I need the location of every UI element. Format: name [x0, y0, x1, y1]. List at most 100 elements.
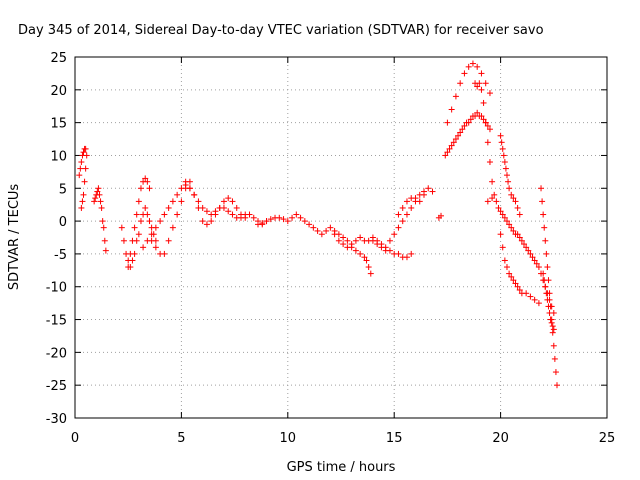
data-point	[280, 216, 287, 223]
data-point	[521, 241, 528, 248]
data-point	[374, 241, 381, 248]
data-point	[493, 198, 500, 205]
data-point	[135, 231, 142, 238]
data-point	[242, 214, 249, 221]
data-point	[363, 257, 370, 264]
data-point	[549, 329, 556, 336]
data-point	[216, 204, 223, 211]
data-point	[78, 159, 85, 166]
data-point	[508, 273, 515, 280]
data-point	[543, 290, 550, 297]
data-point	[174, 191, 181, 198]
data-point	[259, 220, 266, 227]
data-point	[552, 369, 559, 376]
data-point	[250, 214, 257, 221]
data-point	[125, 264, 132, 271]
data-point	[499, 211, 506, 218]
data-point	[301, 218, 308, 225]
data-point	[92, 195, 99, 202]
data-point	[491, 191, 498, 198]
data-point	[547, 316, 554, 323]
data-point	[208, 218, 215, 225]
data-point	[237, 211, 244, 218]
data-point	[525, 247, 532, 254]
data-point	[503, 218, 510, 225]
data-point	[157, 218, 164, 225]
data-point	[535, 300, 542, 307]
data-point	[289, 214, 296, 221]
data-point	[543, 250, 550, 257]
data-point	[535, 264, 542, 271]
data-point	[482, 119, 489, 126]
y-axis-label: SDTVAR / TECUs	[7, 184, 22, 291]
data-point	[395, 211, 402, 218]
data-point	[82, 145, 89, 152]
data-point	[501, 159, 508, 166]
data-point	[144, 211, 151, 218]
data-point	[495, 204, 502, 211]
data-point	[425, 185, 432, 192]
data-point	[549, 323, 556, 330]
data-point	[550, 326, 557, 333]
data-point	[505, 178, 512, 185]
data-point	[340, 234, 347, 241]
data-point	[357, 234, 364, 241]
data-point	[480, 116, 487, 123]
data-point	[533, 260, 540, 267]
chart-title: Day 345 of 2014, Sidereal Day-to-day VTE…	[18, 23, 544, 38]
data-point	[98, 204, 105, 211]
data-point	[378, 244, 385, 251]
data-point	[284, 218, 291, 225]
data-point	[446, 145, 453, 152]
y-tick-label: -30	[46, 412, 67, 427]
data-point	[344, 237, 351, 244]
data-point	[455, 132, 462, 139]
data-point	[542, 237, 549, 244]
data-point	[531, 257, 538, 264]
data-point	[448, 142, 455, 149]
data-point	[489, 178, 496, 185]
data-point	[465, 119, 472, 126]
data-point	[403, 211, 410, 218]
data-point	[263, 218, 270, 225]
data-point	[348, 244, 355, 251]
y-tick-label: -10	[46, 281, 67, 296]
data-point	[129, 237, 136, 244]
data-point	[489, 195, 496, 202]
data-point	[195, 198, 202, 205]
y-tick-label: 5	[59, 182, 67, 197]
data-point	[233, 204, 240, 211]
data-point	[502, 165, 509, 172]
data-point	[99, 218, 106, 225]
data-point	[391, 231, 398, 238]
data-point	[540, 270, 547, 277]
data-point	[140, 244, 147, 251]
data-point	[83, 152, 90, 159]
x-tick-label: 5	[177, 431, 185, 446]
data-point	[229, 198, 236, 205]
data-point	[127, 250, 134, 257]
data-point	[174, 211, 181, 218]
y-tick-label: 0	[59, 215, 67, 230]
data-point	[512, 280, 519, 287]
data-point	[365, 264, 372, 271]
data-point	[186, 185, 193, 192]
data-point	[318, 231, 325, 238]
data-point	[538, 185, 545, 192]
y-tick-label: 25	[50, 51, 67, 66]
data-point	[403, 254, 410, 261]
data-point	[482, 80, 489, 87]
plot-frame	[74, 56, 608, 419]
data-point	[527, 250, 534, 257]
data-point	[480, 99, 487, 106]
data-points	[76, 60, 560, 389]
data-point	[169, 224, 176, 231]
x-tick-label: 25	[599, 431, 616, 446]
x-tick-label: 15	[386, 431, 403, 446]
data-point	[225, 195, 232, 202]
data-point	[539, 198, 546, 205]
data-point	[551, 355, 558, 362]
data-point	[169, 198, 176, 205]
y-tick-label: 20	[50, 84, 67, 99]
data-point	[395, 250, 402, 257]
